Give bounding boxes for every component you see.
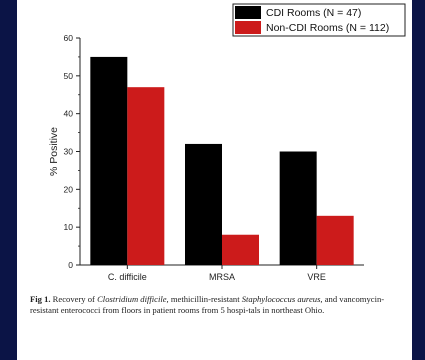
chart-legend: CDI Rooms (N = 47) Non-CDI Rooms (N = 112…	[232, 3, 406, 37]
bar	[222, 234, 259, 265]
bar	[127, 87, 165, 265]
chart-bars	[90, 56, 354, 265]
x-tick-label: MRSA	[209, 272, 235, 282]
x-tick-label: C. difficile	[108, 272, 147, 282]
legend-swatch	[235, 6, 261, 19]
caption-species-1: Clostridium difficile	[97, 294, 167, 304]
caption-text-1: Recovery of	[50, 294, 98, 304]
caption-text-3: , and vancomycin-resistant enterococci f…	[30, 294, 385, 315]
caption-text-2: , methicillin-resistant	[166, 294, 242, 304]
x-tick-label: VRE	[307, 272, 326, 282]
y-tick-label: 10	[64, 222, 74, 232]
bar	[185, 143, 222, 265]
legend-box	[232, 3, 406, 37]
y-tick-label: 0	[68, 260, 73, 270]
y-tick-label: 20	[64, 184, 74, 194]
bar	[90, 56, 128, 265]
y-tick-label: 30	[64, 147, 74, 157]
bar	[316, 215, 354, 265]
legend-label: Non-CDI Rooms (N = 112)	[266, 22, 389, 34]
bar-chart: 0 10 20 30 40 50 60 % Positive C. difficile MRSA V…	[48, 3, 406, 282]
y-tick-label: 60	[64, 33, 74, 43]
bar	[279, 151, 317, 265]
caption-species-2: Staphylococcus aureus	[241, 294, 321, 304]
caption-label: Fig 1.	[30, 294, 51, 304]
y-tick-label: 50	[64, 71, 74, 81]
figure-caption: Fig 1. Recovery of Clostridium difficile…	[30, 294, 402, 316]
legend-label: CDI Rooms (N = 47)	[266, 7, 361, 19]
y-tick-label: 40	[64, 109, 74, 119]
legend-swatch	[235, 21, 261, 34]
y-axis-title: % Positive	[48, 127, 60, 176]
